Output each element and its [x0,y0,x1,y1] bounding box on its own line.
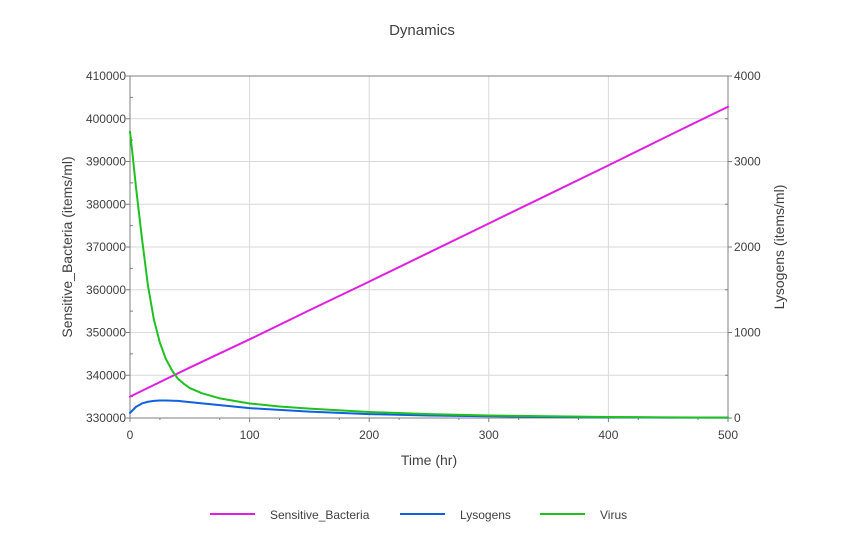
x-tick-label: 300 [479,428,499,442]
x-tick-label: 0 [127,428,134,442]
series-line-sensitive-bacteria [129,105,729,398]
legend-label-virus: Virus [600,508,627,522]
legend: Sensitive_Bacteria Lysogens Virus [210,508,627,522]
y-left-tick-label: 390000 [86,155,126,169]
y-right-tick-label: 1000 [734,326,761,340]
y-left-tick-label: 370000 [86,240,126,254]
chart-title: Dynamics [389,22,455,39]
y-right-tick-label: 3000 [734,155,761,169]
y-left-tick-label: 400000 [86,112,126,126]
legend-label-lysogens: Lysogens [460,508,511,522]
y-right-tick-label: 4000 [734,69,761,83]
y-left-tick-label: 410000 [86,69,126,83]
x-axis-title: Time (hr) [401,452,457,468]
y-right-axis-title: Lysogens (items/ml) [771,185,787,310]
y-left-axis-title: Sensitive_Bacteria (items/ml) [59,156,75,337]
series-line-virus [129,130,729,419]
legend-label-sensitive-bacteria: Sensitive_Bacteria [270,508,370,522]
x-tick-label: 100 [240,428,260,442]
x-tick-label: 400 [598,428,618,442]
y-left-tick-label: 340000 [86,368,126,382]
grid [130,76,728,418]
y-right-tick-label: 0 [734,411,741,425]
x-tick-label: 500 [718,428,738,442]
y-left-tick-label: 330000 [86,411,126,425]
y-left-tick-label: 360000 [86,283,126,297]
ticks: 0 100 200 300 400 500 330000 340000 350000 360000… [86,69,761,442]
y-left-tick-label: 350000 [86,326,126,340]
y-left-tick-label: 380000 [86,197,126,211]
x-tick-label: 200 [359,428,379,442]
y-right-tick-label: 2000 [734,240,761,254]
series-lines [129,105,729,419]
